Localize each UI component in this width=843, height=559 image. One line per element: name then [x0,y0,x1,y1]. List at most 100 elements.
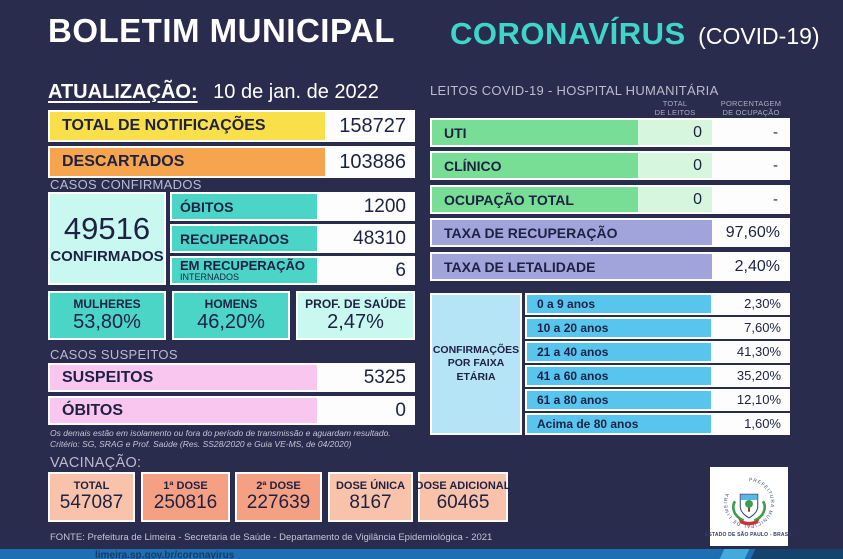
age-table-rows: 0 a 9 anos 2,30% 10 a 20 anos 7,60% 21 a… [525,293,790,435]
vaccination-booster-value: 60465 [436,492,490,514]
note-line-2: Critério: SG, SRAG e Prof. Saúde (Res. S… [50,439,352,450]
women-value: 53,80% [73,311,141,334]
men-box: HOMENS 46,20% [172,291,290,340]
confirmed-total-box: 49516 CONFIRMADOS [48,192,166,285]
total-occupancy-label: OCUPAÇÃO TOTAL [432,187,638,212]
age-10-20-value: 7,60% [711,319,788,337]
vaccination-section-title: VACINAÇÃO: [50,455,142,471]
vaccination-booster-box: DOSE ADICIONAL 60465 [416,472,510,522]
total-occupancy-total: 0 [638,187,712,212]
vaccination-dose1-label: 1ª DOSE [163,480,208,493]
vaccination-dose2-label: 2ª DOSE [256,480,301,493]
recovered-value: 48310 [317,226,413,251]
footer-stripe: limeira.sp.gov.br/coronavirus [0,549,843,559]
total-notifications-bar: TOTAL DE NOTIFICAÇÕES 158727 [48,110,415,142]
total-notifications-label: TOTAL DE NOTIFICAÇÕES [62,117,266,134]
vaccination-single-dose-label: DOSE ÚNICA [335,480,406,493]
limeira-coat-of-arms-icon: PREFEITURA MUNICIPAL DE LIMEIRA [723,477,774,529]
table-row: CLÍNICO 0 - [430,151,790,180]
age-61-80-label: 61 a 80 anos [527,391,711,409]
vaccination-total-value: 547087 [59,492,124,514]
discarded-value: 103886 [325,148,413,176]
table-row: EM RECUPERAÇÃO INTERNADOS 6 [170,256,415,285]
seal-caption: ESTADO DE SÃO PAULO - BRASIL [704,532,794,538]
age-80-plus-value: 1,60% [711,415,788,433]
total-notifications-value: 158727 [325,112,413,140]
coronavirus-title: CORONAVÍRUS (COVID-19) [450,16,820,52]
update-label: ATUALIZAÇÃO: [48,81,198,103]
age-10-20-label: 10 a 20 anos [527,319,711,337]
limeira-logo-box: PREFEITURA MUNICIPAL DE LIMEIRA ESTADO D… [705,467,793,546]
clinico-occupancy: - [712,153,788,178]
suspects-bar: SUSPEITOS 5325 [48,363,415,392]
age-0-9-value: 2,30% [711,295,788,313]
update-date-line: ATUALIZAÇÃO: 10 de jan. de 2022 [48,81,379,104]
table-row: 0 a 9 anos 2,30% [525,293,790,315]
total-occupancy-occupancy: - [712,187,788,212]
health-workers-value: 2,47% [327,311,384,334]
footer-url: limeira.sp.gov.br/coronavirus [95,550,235,559]
suspect-deaths-value: 0 [317,398,413,423]
uti-occupancy: - [712,120,788,145]
clinico-label: CLÍNICO [432,153,638,178]
discarded-bar: DESCARTADOS 103886 [48,146,415,178]
suspects-value: 5325 [317,365,413,390]
beds-col2-header: PORCENTAGEM DE OCUPAÇÃO [720,99,782,117]
age-21-40-label: 21 a 40 anos [527,343,711,361]
men-label: HOMENS [204,296,258,311]
suspect-deaths-bar: ÓBITOS 0 [48,396,415,425]
stripe-light-segment [718,549,751,559]
health-workers-box: PROF. DE SAÚDE 2,47% [296,291,415,340]
confirmed-total-value: 49516 [63,210,151,246]
table-row: 10 a 20 anos 7,60% [525,317,790,339]
deaths-value: 1200 [317,194,413,219]
vaccination-total-box: TOTAL 547087 [48,472,135,522]
clinico-total: 0 [638,153,712,178]
vaccination-total-label: TOTAL [73,480,110,493]
discarded-label: DESCARTADOS [62,153,185,170]
recovery-rate-value: 97,60% [712,220,788,245]
age-table-header: CONFIRMAÇÕES POR FAIXA ETÁRIA [430,293,522,435]
confirmed-total-label: CONFIRMADOS [50,247,164,265]
page-title: BOLETIM MUNICIPAL [48,12,396,49]
vaccination-dose1-box: 1ª DOSE 250816 [141,472,230,522]
beds-section-title: LEITOS COVID-19 - HOSPITAL HUMANITÁRIA [430,83,719,98]
vaccination-dose1-value: 250816 [153,492,218,514]
in-recovery-label: EM RECUPERAÇÃO [180,258,305,273]
vaccination-single-dose-value: 8167 [349,492,392,514]
age-80-plus-label: Acima de 80 anos [527,415,711,433]
age-0-9-label: 0 a 9 anos [527,295,711,313]
covid19-suffix: (COVID-19) [698,23,820,49]
women-box: MULHERES 53,80% [48,291,166,340]
uti-total: 0 [638,120,712,145]
age-61-80-value: 12,10% [711,391,788,409]
in-recovery-value: 6 [317,258,413,283]
table-row: OCUPAÇÃO TOTAL 0 - [430,185,790,214]
suspects-note: Os demais estão em isolamento ou fora do… [50,428,422,450]
confirmed-section-title: CASOS CONFIRMADOS [50,177,202,192]
lethality-rate-label: TAXA DE LETALIDADE [432,254,712,279]
note-line-1: Os demais estão em isolamento ou fora do… [50,428,391,438]
age-21-40-value: 41,30% [711,343,788,361]
age-41-60-label: 41 a 60 anos [527,367,711,385]
table-row: 21 a 40 anos 41,30% [525,341,790,363]
update-date: 10 de jan. de 2022 [213,81,379,103]
uti-label: UTI [432,120,638,145]
suspect-deaths-label: ÓBITOS [62,401,124,419]
confirmed-rows: ÓBITOS 1200 RECUPERADOS 48310 EM RECUPER… [170,192,415,285]
lethality-rate-value: 2,40% [712,254,788,279]
recovery-rate-label: TAXA DE RECUPERAÇÃO [432,220,712,245]
table-row: 41 a 60 anos 35,20% [525,365,790,387]
vaccination-dose2-value: 227639 [246,492,311,514]
table-row: RECUPERADOS 48310 [170,224,415,253]
coronavirus-brand: CORONAVÍRUS [450,16,686,51]
lethality-rate-row: TAXA DE LETALIDADE 2,40% [430,252,790,281]
suspects-label: SUSPEITOS [62,368,154,386]
women-label: MULHERES [73,296,141,311]
men-value: 46,20% [197,311,265,334]
deaths-label: ÓBITOS [180,198,234,215]
stripe-dark-segment [749,549,843,559]
table-row: Acima de 80 anos 1,60% [525,413,790,435]
table-row: UTI 0 - [430,118,790,147]
source-line: FONTE: Prefeitura de Limeira - Secretari… [50,532,493,543]
